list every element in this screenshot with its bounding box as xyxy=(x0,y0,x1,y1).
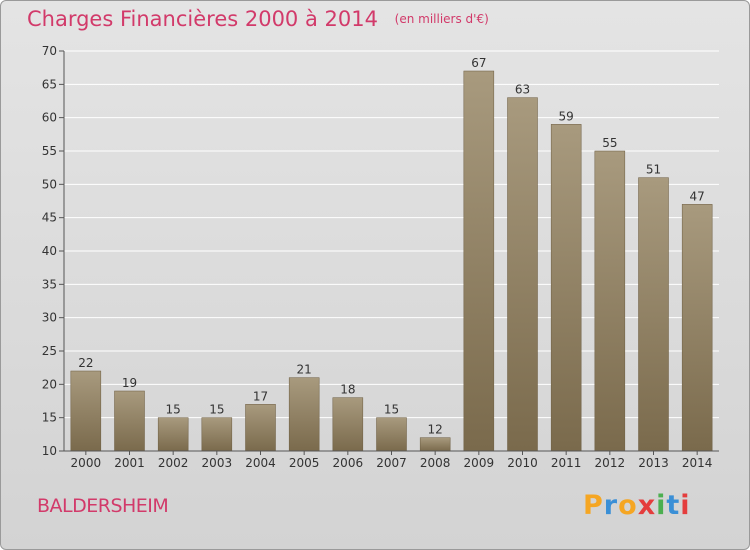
proxiti-logo: Proxiti xyxy=(583,490,691,521)
logo-letter: r xyxy=(603,490,619,521)
bar-2002 xyxy=(157,417,189,452)
y-tick-label: 35 xyxy=(42,277,57,291)
data-label-2002: 15 xyxy=(166,403,181,417)
y-axis-ticks: 10 15 20 25 30 35 40 45 50 55 60 65 70 xyxy=(42,44,64,458)
chart-subtitle: (en milliers d'€) xyxy=(394,12,489,26)
logo-letter: o xyxy=(618,490,638,521)
bar-2009 xyxy=(463,70,495,452)
x-tick-label-2009: 2009 xyxy=(464,456,495,470)
y-tick-label: 30 xyxy=(42,311,57,325)
bar-2003 xyxy=(201,417,233,452)
logo-letter: i xyxy=(656,490,667,521)
y-tick-label: 25 xyxy=(42,344,57,358)
bar-2001 xyxy=(114,390,145,452)
data-label-2006: 18 xyxy=(340,383,355,397)
bar-2008 xyxy=(419,437,451,452)
data-label-2005: 21 xyxy=(297,363,312,377)
bar-2005 xyxy=(288,377,320,452)
y-tick-label: 70 xyxy=(42,44,57,58)
place-name: BALDERSHEIM xyxy=(37,495,169,517)
data-label-2000: 22 xyxy=(78,356,93,370)
x-tick-label-2007: 2007 xyxy=(376,456,407,470)
logo-letter: x xyxy=(637,490,657,521)
x-tick-label-2013: 2013 xyxy=(638,456,669,470)
x-tick-label-2014: 2014 xyxy=(682,456,713,470)
bars: 22 19 15 15 17 21 18 15 12 67 63 59 55 51 47 xyxy=(70,56,713,452)
logo-letter: t xyxy=(666,490,681,521)
data-label-2007: 15 xyxy=(384,403,399,417)
y-tick-label: 55 xyxy=(42,144,57,158)
chart-title: Charges Financières 2000 à 2014 xyxy=(27,7,378,31)
data-label-2014: 47 xyxy=(690,189,705,203)
bar-2000 xyxy=(70,370,102,452)
bar-2006 xyxy=(332,397,364,452)
bar-2010 xyxy=(507,97,538,452)
data-label-2001: 19 xyxy=(122,376,137,390)
bar-2012 xyxy=(594,150,626,452)
data-label-2010: 63 xyxy=(515,83,530,97)
y-tick-label: 40 xyxy=(42,244,57,258)
x-tick-label-2000: 2000 xyxy=(71,456,102,470)
x-tick-label-2006: 2006 xyxy=(333,456,364,470)
y-tick-label: 20 xyxy=(42,377,57,391)
data-label-2003: 15 xyxy=(209,403,224,417)
y-tick-label: 10 xyxy=(42,444,57,458)
logo-letter: i xyxy=(680,490,691,521)
logo-letter: P xyxy=(583,490,604,521)
y-tick-label: 60 xyxy=(42,111,57,125)
x-tick-label-2012: 2012 xyxy=(595,456,626,470)
data-label-2011: 59 xyxy=(559,109,574,123)
y-tick-label: 15 xyxy=(42,411,57,425)
y-tick-label: 65 xyxy=(42,77,57,91)
bar-2014 xyxy=(681,204,713,452)
bar-2007 xyxy=(376,417,407,452)
bar-2011 xyxy=(550,124,582,452)
x-tick-label-2005: 2005 xyxy=(289,456,320,470)
bar-2004 xyxy=(245,404,276,452)
x-axis-ticks: 2000 2001 2002 2003 2004 2005 2006 2007 2008 2009… xyxy=(71,451,713,470)
axes xyxy=(63,51,719,452)
data-label-2008: 12 xyxy=(428,423,443,437)
data-label-2009: 67 xyxy=(471,56,486,70)
data-label-2013: 51 xyxy=(646,163,661,177)
x-tick-label-2011: 2011 xyxy=(551,456,582,470)
bar-2013 xyxy=(638,177,669,452)
y-tick-label: 50 xyxy=(42,177,57,191)
data-label-2004: 17 xyxy=(253,389,268,403)
x-tick-label-2001: 2001 xyxy=(114,456,145,470)
data-label-2012: 55 xyxy=(602,136,617,150)
y-tick-label: 45 xyxy=(42,211,57,225)
x-tick-label-2008: 2008 xyxy=(420,456,451,470)
chart-title-block: Charges Financières 2000 à 2014 (en mill… xyxy=(27,7,489,31)
x-tick-label-2003: 2003 xyxy=(202,456,233,470)
x-tick-label-2010: 2010 xyxy=(507,456,538,470)
x-tick-label-2002: 2002 xyxy=(158,456,189,470)
x-tick-label-2004: 2004 xyxy=(245,456,276,470)
